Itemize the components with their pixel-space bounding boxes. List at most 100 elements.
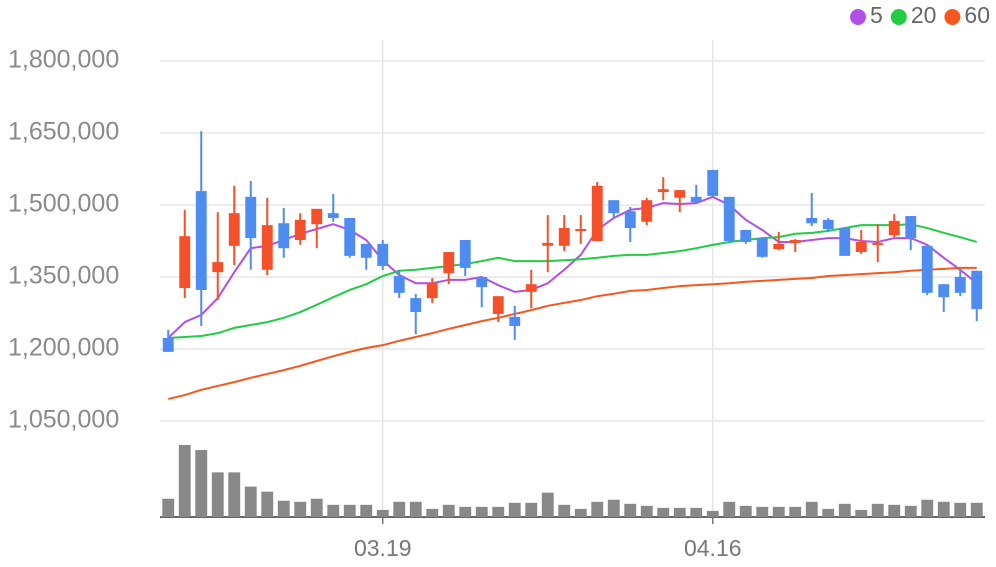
candle-body	[459, 240, 471, 268]
volume-layer	[162, 445, 983, 517]
candle-body	[888, 220, 900, 236]
legend-swatch	[850, 9, 867, 25]
candle-body	[773, 243, 785, 250]
volume-bar	[937, 501, 950, 517]
candle-body	[278, 223, 290, 249]
candle-body	[740, 229, 752, 242]
volume-bar	[624, 503, 637, 517]
volume-bar	[690, 507, 703, 517]
volume-bar	[805, 501, 818, 517]
ma-line	[168, 266, 977, 400]
candle-body	[641, 200, 653, 222]
volume-bar	[244, 486, 257, 517]
volume-bar	[211, 472, 224, 517]
volume-bar	[261, 491, 274, 517]
candle-body	[624, 211, 636, 229]
candle-body	[558, 228, 570, 246]
candle-body	[806, 217, 818, 224]
candle-body	[872, 242, 884, 245]
volume-bar	[277, 500, 290, 517]
candle-body	[723, 196, 735, 241]
legend-swatch	[890, 9, 907, 25]
volume-bar	[310, 498, 323, 517]
candle-body	[327, 213, 339, 218]
candle-body	[261, 225, 273, 270]
volume-bar	[921, 499, 934, 517]
legend-label: 60	[964, 2, 990, 28]
volume-bar	[954, 502, 967, 517]
volume-bar	[178, 445, 191, 517]
ma-layer	[167, 195, 978, 400]
candle-body	[311, 208, 323, 225]
candle-body	[855, 241, 867, 253]
candle-body	[707, 169, 719, 196]
grid	[160, 40, 985, 524]
label-layer: 1,800,000 1,650,000 1,500,000 1,350,000 1,20…	[8, 46, 742, 561]
y-tick-label: 1,800,000	[8, 46, 119, 74]
candle-body	[360, 243, 372, 258]
volume-bar	[459, 506, 472, 517]
candle-body	[525, 284, 537, 292]
candle-body	[542, 242, 554, 246]
candle-body	[476, 277, 488, 288]
volume-bar	[723, 501, 736, 517]
volume-bar	[525, 502, 538, 517]
volume-bar	[327, 504, 340, 517]
volume-bar	[822, 508, 835, 517]
volume-bar	[855, 509, 868, 517]
volume-bar	[442, 504, 455, 517]
candle-body	[492, 296, 504, 314]
volume-bar	[871, 503, 884, 517]
candle-body	[608, 200, 620, 214]
volume-bar	[558, 504, 571, 517]
candle-body	[905, 216, 917, 239]
volume-bar	[756, 506, 769, 517]
volume-bar	[904, 505, 917, 517]
candle-body	[344, 217, 356, 256]
y-tick-label: 1,350,000	[8, 262, 119, 290]
candle-body	[674, 190, 686, 198]
volume-bar	[162, 498, 175, 517]
legend-label: 20	[911, 2, 937, 28]
candle-body	[789, 240, 801, 243]
candle-body	[228, 213, 240, 246]
volume-bar	[508, 502, 521, 517]
volume-bar	[574, 508, 587, 517]
candle-body	[921, 245, 933, 293]
candle-layer	[162, 131, 983, 352]
candle-body	[426, 282, 438, 299]
y-tick-label: 1,050,000	[8, 406, 119, 434]
y-tick-label: 1,500,000	[8, 190, 119, 218]
candle-body	[377, 243, 389, 266]
candle-body	[195, 191, 207, 290]
candle-body	[410, 298, 422, 313]
candle-body	[822, 219, 834, 229]
volume-bar	[607, 499, 620, 517]
legend-swatch	[944, 9, 961, 25]
volume-bar	[888, 504, 901, 517]
volume-bar	[343, 504, 356, 517]
candle-body	[938, 284, 950, 298]
volume-bar	[426, 508, 439, 517]
y-tick-label: 1,650,000	[8, 118, 119, 146]
candle-body	[657, 189, 669, 193]
volume-bar	[228, 472, 241, 517]
volume-bar	[360, 504, 373, 517]
volume-bar	[541, 492, 554, 517]
y-tick-label: 1,200,000	[8, 334, 119, 362]
volume-bar	[657, 507, 670, 517]
candle-body	[690, 196, 702, 203]
volume-bar	[772, 506, 785, 517]
legend-label: 5	[870, 2, 883, 28]
volume-bar	[294, 501, 307, 517]
ma-line	[168, 223, 978, 339]
candle-body	[971, 270, 983, 310]
volume-bar	[393, 501, 406, 517]
volume-bar	[640, 505, 653, 517]
volume-bar	[195, 450, 208, 517]
volume-bar	[739, 505, 752, 517]
volume-bar	[409, 501, 422, 517]
candle-body	[509, 316, 521, 326]
